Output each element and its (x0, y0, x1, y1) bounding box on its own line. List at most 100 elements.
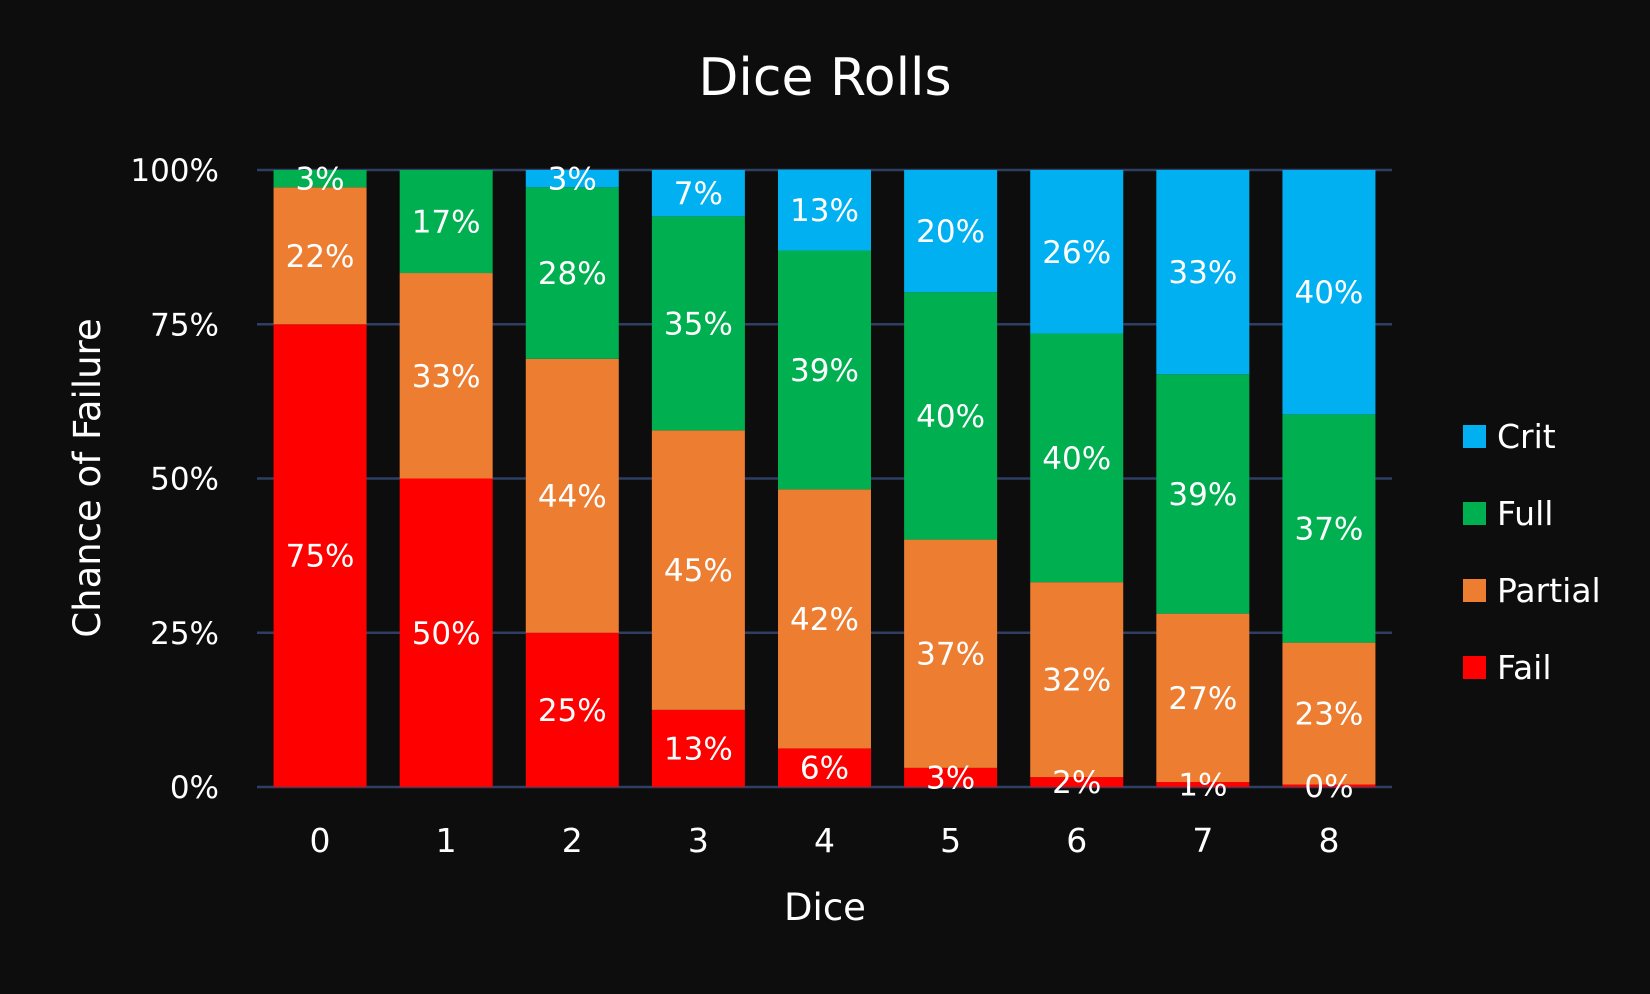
legend-swatch-fail (1463, 656, 1486, 679)
data-label-partial: 45% (664, 553, 733, 589)
bar-segment-crit (904, 170, 998, 293)
y-tick-label: 50% (150, 462, 219, 498)
bar-segment-partial (904, 539, 998, 768)
bar-segment-crit (778, 169, 871, 251)
data-label-full: 37% (1294, 511, 1363, 547)
bar-segment-fail (399, 478, 493, 787)
bar-segment-full (525, 187, 619, 359)
bar-segment-full (651, 216, 745, 431)
x-tick-label: 1 (436, 821, 457, 860)
x-axis-ticks: 0 1 2 3 4 5 6 7 8 (310, 821, 1340, 860)
bar-segment-fail (651, 709, 745, 787)
data-label-partial: 42% (790, 602, 859, 638)
bar-segment-fail (1156, 782, 1250, 787)
data-label-full: 39% (1168, 477, 1237, 513)
legend-label-partial: Partial (1497, 571, 1601, 610)
x-tick-label: 3 (688, 821, 709, 860)
data-label-partial: 27% (1168, 681, 1237, 717)
data-label-crit: 7% (674, 176, 723, 212)
bar-segment-partial (1030, 582, 1124, 778)
data-label-partial: 23% (1294, 697, 1363, 733)
data-label-fail: 75% (286, 539, 355, 575)
bar-segment-fail (525, 632, 619, 787)
bar-segment-full (1282, 414, 1376, 643)
bar-segment-crit (1156, 170, 1250, 375)
bar-segment-partial (778, 489, 871, 749)
data-label-fail: 0% (1304, 769, 1353, 805)
data-label-partial: 37% (916, 637, 985, 673)
data-label-fail: 3% (926, 760, 975, 796)
data-label-full: 35% (664, 306, 733, 342)
data-label-full: 3% (295, 162, 344, 198)
bar-segment-crit (1282, 170, 1376, 415)
data-label-full: 28% (538, 256, 607, 292)
data-label-partial: 22% (286, 239, 355, 275)
bar-segment-fail (1030, 777, 1124, 787)
x-tick-label: 7 (1192, 821, 1213, 860)
data-label-crit: 20% (916, 214, 985, 250)
y-axis-ticks: 0% 25% 50% 75% 100% (130, 153, 219, 806)
legend-swatch-full (1463, 502, 1486, 525)
bar-segment-full (399, 170, 493, 274)
bar-segment-fail (778, 748, 871, 787)
bar-segment-full (1156, 374, 1250, 614)
bar-segment-partial (273, 187, 367, 325)
data-label-full: 40% (1042, 441, 1111, 477)
bar-segment-full (904, 292, 998, 540)
data-label-partial: 32% (1042, 663, 1111, 699)
legend-label-crit: Crit (1497, 417, 1556, 456)
bar-segment-fail (904, 767, 998, 787)
x-axis-title: Dice (784, 886, 866, 929)
data-label-fail: 2% (1052, 765, 1101, 801)
x-tick-label: 4 (814, 821, 835, 860)
data-label-crit: 40% (1294, 275, 1363, 311)
y-tick-label: 0% (170, 770, 219, 806)
data-label-crit: 3% (548, 162, 597, 198)
bar-segment-full (1030, 333, 1124, 583)
x-tick-label: 8 (1318, 821, 1339, 860)
bar-segment-fail (1282, 784, 1376, 787)
bar-segment-crit (651, 170, 745, 217)
bar-segment-crit (525, 170, 619, 188)
data-label-fail: 25% (538, 693, 607, 729)
data-label-crit: 13% (790, 193, 859, 229)
legend-label-fail: Fail (1497, 648, 1552, 687)
bar-segment-crit (1030, 170, 1124, 334)
legend: Crit Full Partial Fail (1463, 417, 1601, 687)
bar-segment-partial (525, 358, 619, 633)
data-label-fail: 1% (1178, 768, 1227, 804)
data-label-fail: 50% (412, 616, 481, 652)
legend-swatch-crit (1463, 425, 1486, 448)
chart-title: Dice Rolls (698, 48, 951, 108)
bar-segment-partial (1156, 613, 1250, 783)
data-label-partial: 44% (538, 479, 607, 515)
bar-segment-partial (399, 273, 493, 479)
x-tick-label: 6 (1066, 821, 1087, 860)
y-tick-label: 25% (150, 616, 219, 652)
segment-labels: 75% 22% 3% 50% 33% 17% 25% 44% 28% 3% 13% 45% 35% 7% 6… (286, 162, 1364, 805)
bar-segment-partial (651, 430, 745, 710)
x-tick-label: 0 (310, 821, 331, 860)
legend-swatch-partial (1463, 579, 1486, 602)
data-label-fail: 13% (664, 731, 733, 767)
bars (273, 169, 1376, 787)
bar-segment-fail (273, 324, 367, 787)
data-label-full: 40% (916, 399, 985, 435)
data-label-crit: 26% (1042, 235, 1111, 271)
data-label-full: 17% (412, 205, 481, 241)
x-tick-label: 2 (562, 821, 583, 860)
y-tick-label: 75% (150, 307, 219, 343)
legend-label-full: Full (1497, 494, 1553, 533)
data-label-fail: 6% (800, 751, 849, 787)
bar-segment-full (778, 250, 871, 490)
y-axis-title: Chance of Failure (66, 318, 109, 637)
bar-segment-full (273, 170, 367, 188)
y-tick-label: 100% (130, 153, 219, 189)
x-tick-label: 5 (940, 821, 961, 860)
data-label-crit: 33% (1168, 255, 1237, 291)
data-label-full: 39% (790, 353, 859, 389)
data-label-partial: 33% (412, 359, 481, 395)
bar-segment-partial (1282, 642, 1376, 785)
